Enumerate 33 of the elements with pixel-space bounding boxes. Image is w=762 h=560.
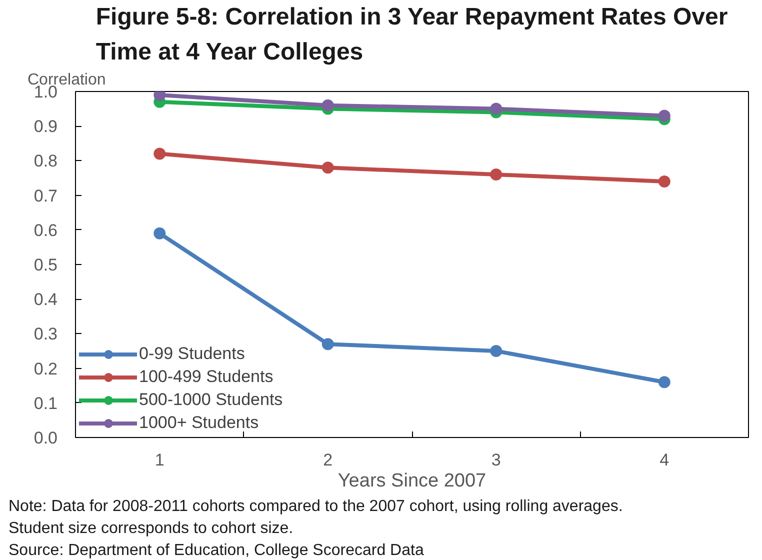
point [322, 162, 334, 174]
legend-label: 1000+ Students [139, 413, 259, 433]
y-tick-label: 0.6 [34, 220, 58, 240]
point [658, 376, 670, 388]
chart-title: Figure 5-8: Correlation in 3 Year Repayment Rates Over Time at 4 Year Colleges [96, 3, 728, 66]
y-tick-label: 0.8 [34, 152, 58, 171]
x-tick-label: 4 [660, 450, 670, 470]
point [322, 99, 334, 112]
y-tick-label: 0.2 [34, 359, 58, 378]
y-tick-label: 0.7 [34, 186, 58, 206]
x-axis-title: Years Since 2007 [338, 470, 486, 492]
y-tick-label: 0.1 [34, 394, 58, 413]
y-tick-label: 0.9 [34, 117, 58, 136]
point [490, 102, 502, 115]
point [658, 110, 670, 122]
x-tick-label: 3 [491, 450, 501, 470]
point [154, 227, 166, 240]
source-note: Source: Department of Education, College Scorecard Data [8, 542, 424, 559]
point [154, 148, 166, 160]
x-tick-label: 2 [323, 450, 333, 470]
x-tick-label: 1 [154, 450, 164, 470]
legend-label: 100-499 Students [139, 367, 274, 387]
legend-label: 500-1000 Students [139, 390, 283, 410]
y-tick-label: 0.0 [34, 428, 58, 448]
y-tick-label: 0.5 [34, 256, 58, 274]
y-tick-label: 0.3 [34, 324, 58, 344]
point [490, 345, 502, 357]
point [658, 175, 670, 188]
point [322, 338, 334, 350]
text: Note: Data for 2008-2011 cohorts compared to the 2007 cohort, using rolling averages. Student size corresponds to cohort size. [8, 498, 623, 537]
y-tick-label: 0.4 [34, 290, 58, 310]
point [490, 168, 502, 181]
legend-label: 0-99 Students [139, 344, 245, 364]
